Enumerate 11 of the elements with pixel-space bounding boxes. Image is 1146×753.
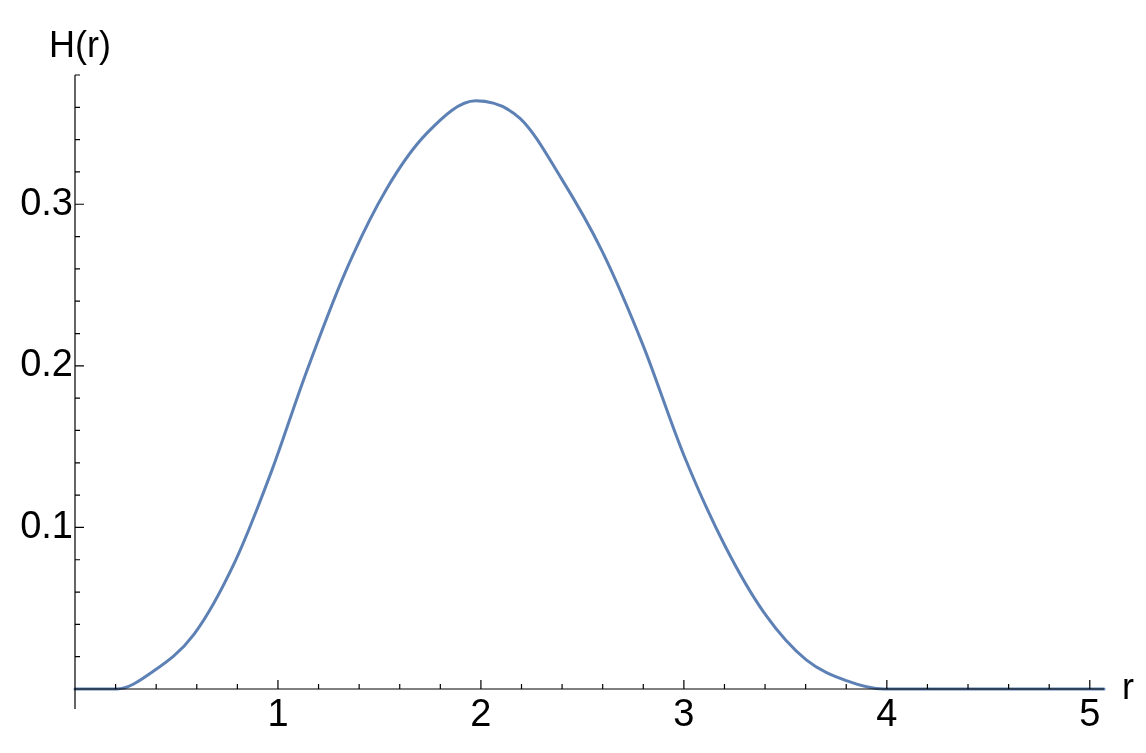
x-tick-label: 2	[470, 692, 492, 735]
y-tick-label: 0.2	[20, 342, 73, 385]
x-tick-label: 4	[876, 692, 898, 735]
y-tick-label: 0.3	[20, 180, 73, 223]
x-tick-label: 1	[267, 692, 289, 735]
x-axis-title: r	[1122, 665, 1134, 707]
x-tick-label: 5	[1079, 692, 1101, 735]
x-tick-label: 3	[673, 692, 695, 735]
y-tick-label: 0.1	[20, 503, 73, 546]
line-series	[73, 99, 1106, 691]
y-axis-title: H(r)	[49, 23, 111, 65]
